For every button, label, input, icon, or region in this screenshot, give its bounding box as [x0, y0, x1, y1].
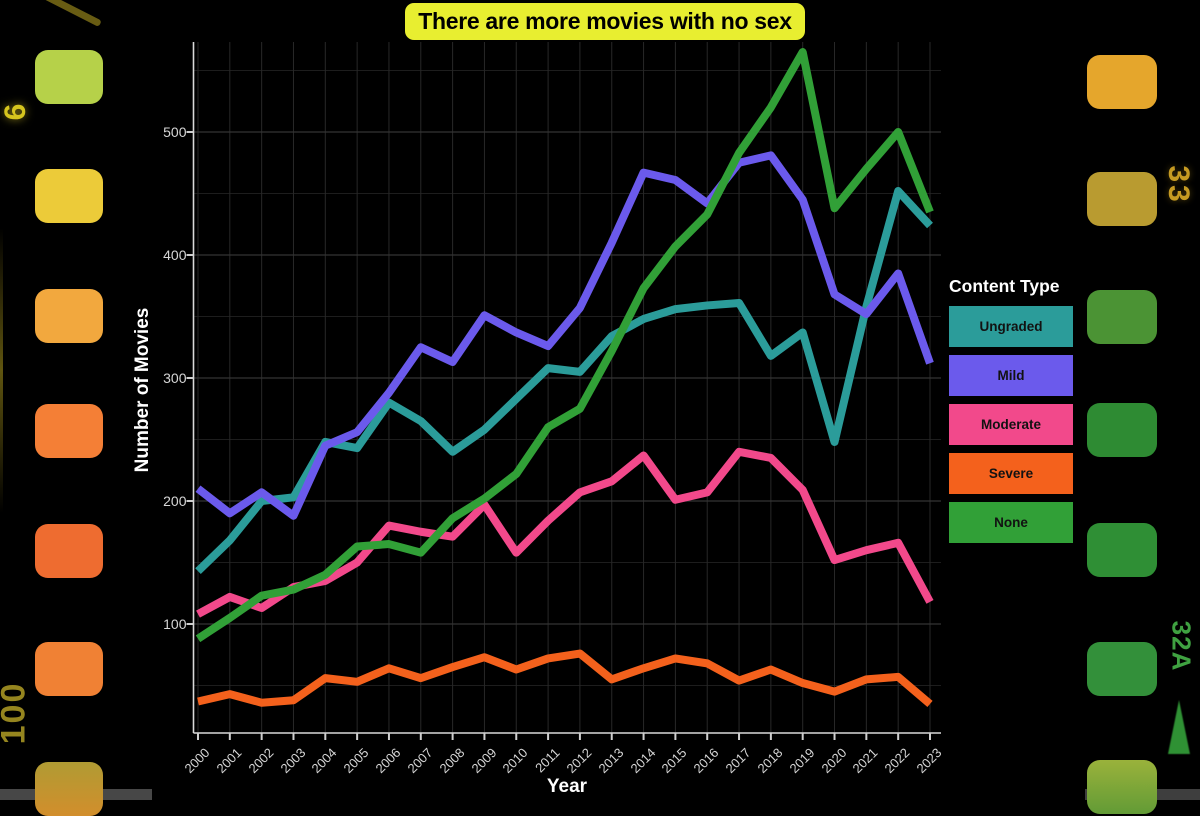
film-sprocket-hole — [35, 169, 103, 223]
legend-item-ungraded: Ungraded — [948, 305, 1074, 348]
y-tick-label: 300 — [163, 370, 187, 386]
legend-item-mild: Mild — [948, 354, 1074, 397]
film-sprocket-hole — [35, 642, 103, 696]
film-sprocket-hole — [35, 524, 103, 578]
series-line-mild — [195, 151, 934, 520]
title-banner: There are more movies with no sex — [405, 3, 805, 40]
series-line-severe — [197, 649, 933, 707]
legend-item-moderate: Moderate — [948, 403, 1074, 446]
film-sprocket-hole — [1087, 55, 1157, 109]
legend-title: Content Type — [949, 276, 1060, 296]
y-tick-label: 500 — [163, 124, 187, 140]
legend-item-severe: Severe — [948, 452, 1074, 495]
film-sprocket-hole — [1087, 642, 1157, 696]
legend: Content Type Ungraded Mild Moderate Severe N… — [948, 276, 1075, 550]
film-sprocket-hole — [35, 50, 103, 104]
y-tick-label: 200 — [163, 493, 187, 509]
film-sprocket-hole — [1087, 172, 1157, 226]
film-sprocket-hole — [35, 289, 103, 343]
y-tick-label: 100 — [163, 616, 187, 632]
y-axis-title: Number of Movies — [132, 307, 153, 473]
y-tick-label: 400 — [163, 247, 187, 263]
legend-items: Ungraded Mild Moderate Severe None — [948, 305, 1075, 544]
x-axis-title: Year — [546, 776, 588, 797]
film-sprocket-hole — [1087, 523, 1157, 577]
legend-item-none: None — [948, 501, 1074, 544]
film-sprocket-hole — [1087, 290, 1157, 344]
series-line-moderate — [196, 447, 934, 618]
series-line-none — [195, 48, 934, 643]
film-sprocket-hole — [1087, 403, 1157, 457]
film-sprocket-hole — [35, 404, 103, 458]
film-arrow-triangle — [1168, 700, 1190, 754]
film-edge-glow — [0, 228, 3, 513]
